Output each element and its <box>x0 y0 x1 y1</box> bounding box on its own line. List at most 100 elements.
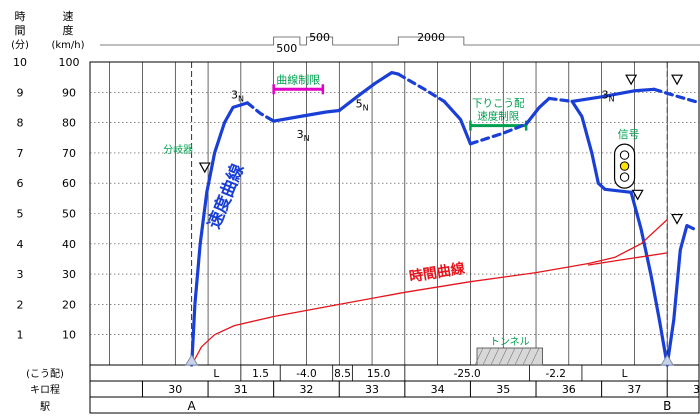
time-tick-label: 1 <box>17 329 24 342</box>
gradient-label: 1.5 <box>252 368 269 380</box>
speed-curve-segment <box>337 70 400 113</box>
gradient-label: -2.2 <box>545 368 566 380</box>
notch-label: 3N <box>297 128 310 143</box>
km-post-label: 31 <box>234 383 248 396</box>
station-triangle <box>184 354 199 366</box>
speed-curve-segment <box>272 108 341 123</box>
time-axis-header-2: 間 <box>15 24 26 37</box>
speed-tick-label: 60 <box>62 177 76 190</box>
speed-curve-segment <box>442 99 472 146</box>
signal-lamp <box>619 172 630 182</box>
time-curve-line <box>191 218 668 366</box>
km-row-label: キロ程 <box>30 384 60 396</box>
speed-curve-segment <box>245 101 276 123</box>
speed-curve-segment <box>665 224 696 367</box>
signal-lamp <box>619 161 630 171</box>
time-curve-label: 時間曲線 <box>408 260 466 286</box>
turnout-label: 分岐器 <box>163 143 193 156</box>
gradient-label: 8.5 <box>334 368 351 380</box>
km-post-label: 33 <box>365 383 379 396</box>
tunnel-hatch <box>530 347 540 366</box>
marker-triangle <box>671 213 684 225</box>
speed-curve-segment <box>190 101 249 367</box>
time-tick-label: 4 <box>17 238 24 251</box>
curve-radius-label: 500 <box>309 31 330 44</box>
time-tick-label: 8 <box>17 117 24 130</box>
signal-label: 信号 <box>618 128 640 141</box>
tunnel-hatch <box>474 347 484 366</box>
time-tick-label: 10 <box>13 56 27 69</box>
marker-triangle <box>625 74 638 86</box>
marker-triangle <box>198 162 211 174</box>
marker-triangle <box>671 74 684 86</box>
speed-tick-label: 20 <box>62 298 76 311</box>
gradient-label: -4.0 <box>296 368 317 380</box>
tunnel-hatch <box>522 347 532 366</box>
km-post-label: 34 <box>431 383 445 396</box>
km-post-label: 37 <box>627 383 641 396</box>
speed-axis-header-2: 度 <box>63 23 74 37</box>
km-post-label: 38 <box>693 383 700 396</box>
notch-label: 5N <box>356 97 369 112</box>
time-axis-unit: (分) <box>11 39 29 51</box>
gradient-label: -25.0 <box>454 368 481 380</box>
curve-radius-label: 500 <box>276 42 297 55</box>
speed-curve-segment <box>629 190 669 367</box>
time-tick-label: 7 <box>17 147 24 160</box>
gradient-label: 15.0 <box>367 368 390 380</box>
km-post-label: 36 <box>562 383 576 396</box>
speed-curve-segment <box>547 96 574 104</box>
speed-tick-label: 90 <box>62 86 76 99</box>
speed-tick-label: 10 <box>62 329 76 342</box>
gradient-label: L <box>213 368 219 380</box>
speed-tick-label: 80 <box>62 117 76 130</box>
km-post-label: 35 <box>496 383 510 396</box>
time-tick-label: 3 <box>17 268 24 281</box>
speed-restriction-label: 曲線制限 <box>276 72 320 86</box>
tunnel-hatch <box>514 347 524 366</box>
station-label: A <box>188 399 197 413</box>
notch-label: 3N <box>231 88 244 103</box>
km-post-label: 30 <box>168 383 182 396</box>
speed-axis-unit: (km/h) <box>51 40 84 51</box>
time-axis-header: 時 <box>15 10 26 23</box>
speed-restriction-label: 下りこう配 <box>472 98 525 110</box>
curve-profile-line <box>100 36 700 46</box>
curve-radius-label: 2000 <box>417 31 445 44</box>
speed-curve-segment <box>396 72 446 104</box>
tunnel-hatch <box>490 347 500 366</box>
station-row-label: 駅 <box>40 401 50 413</box>
time-curve-line <box>587 252 668 266</box>
time-tick-label: 9 <box>17 86 24 99</box>
gradient-row-label: (こう配) <box>26 368 64 380</box>
tunnel-hatch <box>506 347 516 366</box>
speed-tick-label: 40 <box>62 238 76 251</box>
speed-axis-header: 速 <box>63 10 74 23</box>
tunnel-hatch <box>482 347 492 366</box>
profile-table-frame <box>89 364 700 414</box>
speed-tick-label: 30 <box>62 268 76 281</box>
speed-curve-segment <box>652 87 700 105</box>
notch-label: 3N <box>602 88 615 103</box>
tunnel-hatch <box>498 347 508 366</box>
speed-tick-label: 100 <box>59 56 80 69</box>
tunnel-label: トンネル <box>490 336 530 348</box>
station-label: B <box>663 399 671 413</box>
signal-lamp <box>619 150 630 160</box>
speed-tick-label: 70 <box>62 147 76 160</box>
speed-restriction-label: 速度制限 <box>477 110 519 123</box>
marker-triangle <box>631 189 644 201</box>
time-tick-label: 5 <box>17 208 24 221</box>
speed-tick-label: 50 <box>62 208 76 221</box>
tunnel-box <box>476 347 543 366</box>
speed-curve-segment <box>524 96 551 126</box>
time-tick-label: 2 <box>17 298 24 311</box>
speed-curve-segment <box>570 87 656 104</box>
speed-curve-segment <box>570 99 633 194</box>
station-triangle <box>660 354 674 366</box>
speed-curve-segment <box>468 122 528 146</box>
km-post-label: 32 <box>299 383 313 396</box>
gradient-label: L <box>622 368 628 380</box>
time-tick-label: 6 <box>17 177 24 190</box>
